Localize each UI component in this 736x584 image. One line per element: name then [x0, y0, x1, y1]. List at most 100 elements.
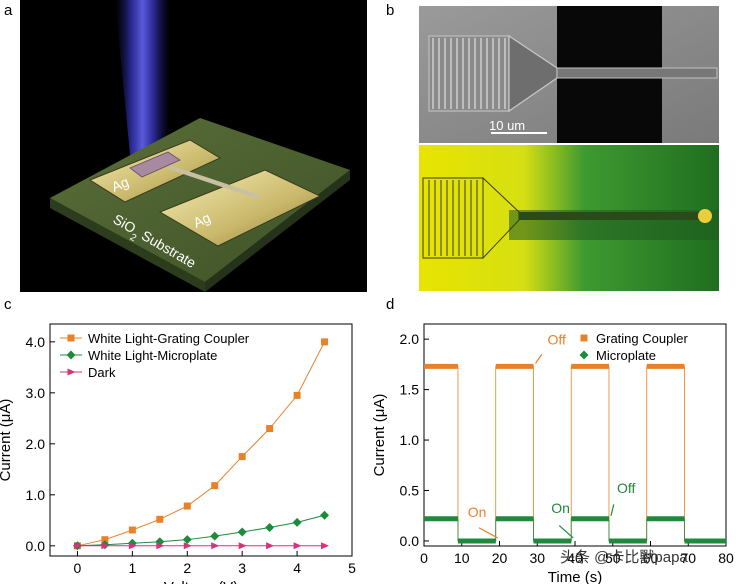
annotation-label: On: [551, 500, 570, 516]
data-point: [128, 542, 137, 550]
annotation-arrow: [558, 525, 574, 539]
annotation-arrow: [610, 504, 615, 516]
legend-label: Microplate: [596, 348, 656, 363]
legend-marker: [579, 350, 589, 360]
x-tick-label: 0: [74, 560, 82, 576]
series-line: [424, 518, 726, 542]
y-tick-label: 0.0: [400, 533, 420, 549]
legend-label: Dark: [88, 365, 116, 380]
scale-bar-label: 10 um: [489, 118, 525, 133]
data-point: [156, 542, 165, 550]
x-tick-label: 2: [183, 560, 191, 576]
data-point: [265, 522, 275, 532]
data-point: [237, 527, 247, 537]
x-tick-label: 30: [529, 550, 545, 566]
x-tick-label: 4: [293, 560, 301, 576]
data-point: [321, 338, 329, 346]
y-tick-label: 2.0: [26, 436, 46, 452]
data-point: [156, 515, 164, 523]
data-point: [183, 502, 191, 510]
annotation-label: Off: [547, 331, 566, 347]
iv-chart: 0 1 2 3 4 5 0.0 1.0 2.0 3.0 4.0 Voltage (V) Current …: [0, 323, 356, 584]
data-point: [211, 482, 219, 490]
panel-c-label: c: [4, 296, 12, 313]
data-point: [183, 542, 192, 550]
legend-label: Grating Coupler: [596, 331, 688, 346]
panel-d-label: d: [386, 296, 395, 313]
annotation-arrow: [534, 353, 543, 364]
substrate-side-front: [50, 198, 205, 292]
data-point: [128, 526, 136, 534]
data-point: [101, 536, 109, 544]
sem-grating: [428, 35, 510, 112]
legend-marker: [66, 350, 76, 360]
x-axis-label: Time (s): [548, 569, 602, 584]
nanowire: [168, 165, 260, 199]
legend-label: White Light-Microplate: [88, 348, 217, 363]
x-tick-label: 70: [680, 550, 696, 566]
data-point: [101, 542, 110, 550]
substrate-label-sub: 2: [128, 232, 139, 245]
ag-label-left: Ag: [109, 174, 131, 195]
data-point: [320, 510, 330, 520]
ag-label-right: Ag: [191, 209, 213, 231]
y-tick-label: 1.5: [400, 382, 420, 398]
annotation-label: On: [468, 504, 487, 520]
x-tick-label: 1: [128, 560, 136, 576]
light-beam: [115, 0, 170, 175]
legend-marker: [580, 334, 588, 342]
series-line: [77, 341, 325, 547]
panel-b-label: b: [386, 2, 395, 19]
data-point: [182, 535, 192, 545]
data-point: [238, 542, 247, 550]
x-tick-label: 3: [238, 560, 246, 576]
x-tick-label: 80: [718, 550, 734, 566]
data-point: [293, 542, 302, 550]
data-point: [73, 542, 82, 550]
grating-coupler: [129, 151, 181, 178]
device-illustration: Ag Ag SiO2 Substrate: [20, 0, 367, 292]
y-tick-label: 3.0: [26, 385, 46, 401]
y-tick-label: 4.0: [26, 334, 46, 350]
x-tick-label: 40: [567, 550, 583, 566]
legend-marker: [67, 368, 76, 376]
y-tick-label: 0.5: [400, 483, 420, 499]
x-tick-label: 0: [420, 550, 428, 566]
optical-hotspot: [698, 209, 712, 223]
y-tick-label: 0.0: [26, 538, 46, 554]
annotation-arrow: [478, 527, 499, 539]
data-point: [210, 531, 220, 541]
data-point: [293, 391, 301, 399]
data-point: [266, 425, 274, 433]
right-electrode: [158, 169, 322, 247]
data-point: [266, 542, 275, 550]
optical-grating: [422, 177, 484, 259]
x-tick-label: 50: [605, 550, 621, 566]
y-tick-label: 1.0: [400, 432, 420, 448]
data-point: [238, 453, 246, 461]
time-response-chart: 0 10 20 30 40 50 60 70 80 0.0 0.5 1.0 1.5 2.0 Time (s)…: [372, 323, 734, 584]
legend-label: White Light-Grating Coupler: [88, 331, 250, 346]
optical-waveguide: [519, 212, 709, 220]
substrate-side-right: [205, 170, 350, 292]
plot-frame: [49, 323, 353, 557]
sem-waveguide: [556, 67, 718, 79]
annotation-label: Off: [617, 480, 636, 496]
y-tick-label: 1.0: [26, 487, 46, 503]
y-axis-label: Current (μA): [372, 394, 388, 477]
data-point: [321, 542, 330, 550]
x-tick-label: 60: [643, 550, 659, 566]
x-tick-label: 20: [492, 550, 508, 566]
y-axis-label: Current (μA): [0, 399, 14, 482]
series-line: [77, 514, 325, 547]
panel-a-label: a: [4, 2, 13, 19]
watermark: 头条 @卡比獸papa: [560, 549, 688, 566]
y-tick-label: 2.0: [400, 331, 420, 347]
legend-marker: [67, 334, 75, 342]
data-point: [211, 542, 220, 550]
x-tick-label: 5: [348, 560, 356, 576]
x-axis-label: Voltage (V): [164, 579, 238, 584]
data-point: [292, 517, 302, 527]
micrograph-panel: 10 um: [419, 6, 719, 291]
x-tick-label: 10: [454, 550, 470, 566]
